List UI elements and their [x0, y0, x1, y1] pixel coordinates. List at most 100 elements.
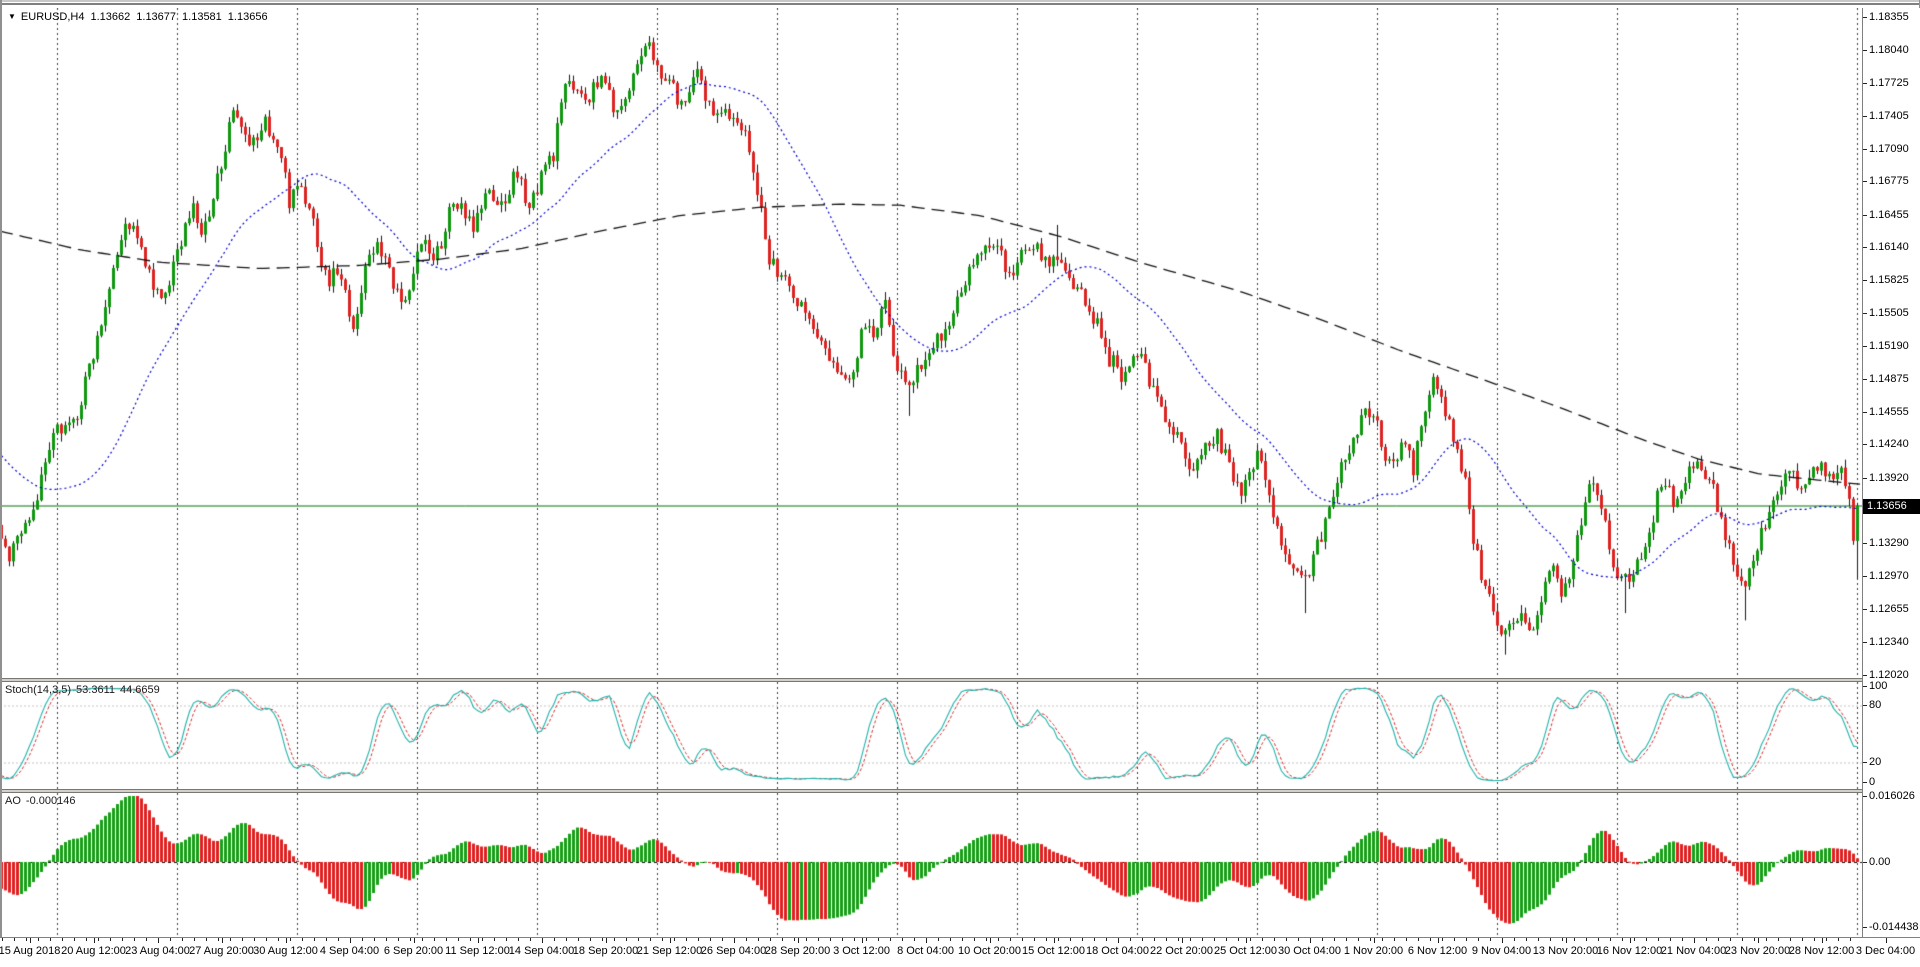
time-label-tick	[1309, 938, 1311, 943]
time-minor-tick	[1177, 938, 1179, 941]
time-minor-tick	[277, 938, 279, 941]
symbol-ohlc-label: ▼ EURUSD,H4 1.13662 1.13677 1.13581 1.13656	[8, 11, 268, 23]
time-axis-label: 8 Oct 04:00	[897, 945, 954, 957]
time-minor-tick	[1561, 938, 1563, 941]
time-minor-tick	[625, 938, 627, 941]
symbol-dropdown-icon[interactable]: ▼	[8, 12, 16, 21]
price-axis-label-tick	[1863, 115, 1867, 117]
time-minor-tick	[565, 938, 567, 941]
time-minor-tick	[433, 938, 435, 941]
price-axis[interactable]: 1.18355 1.18040 1.17725 1.17405 1.17090 1.167…	[1862, 8, 1920, 937]
ao-canvas[interactable]	[0, 793, 1862, 936]
time-minor-tick	[913, 938, 915, 941]
time-axis-label: 3 Dec 04:00	[1855, 945, 1916, 957]
time-axis[interactable]: 15 Aug 2018 20 Aug 12:00 23 Aug 04:00 27 Au…	[0, 937, 1920, 967]
time-axis-label: 16 Nov 12:00	[1596, 945, 1663, 957]
time-minor-tick	[769, 938, 771, 941]
time-minor-tick	[637, 938, 639, 941]
time-minor-tick	[1237, 938, 1239, 941]
price-axis-label: 1.12970	[1869, 570, 1909, 583]
time-minor-tick	[1849, 938, 1851, 941]
time-minor-tick	[1357, 938, 1359, 941]
time-label-tick	[157, 938, 159, 943]
price-axis-label-tick	[1863, 641, 1867, 643]
stoch-axis-label: 100	[1869, 680, 1888, 692]
price-axis-label-tick	[1863, 411, 1867, 413]
time-minor-tick	[337, 938, 339, 941]
time-axis-label: 9 Nov 04:00	[1471, 945, 1532, 957]
time-minor-tick	[1189, 938, 1191, 941]
main-chart-canvas[interactable]	[0, 8, 1862, 678]
panel-separator-main-stoch[interactable]	[0, 678, 1920, 682]
time-minor-tick	[1705, 938, 1707, 941]
time-label-tick	[989, 938, 991, 943]
stochastic-canvas[interactable]	[0, 682, 1862, 789]
time-axis-label: 15 Oct 12:00	[1022, 945, 1085, 957]
time-minor-tick	[241, 938, 243, 941]
price-axis-label: 1.17725	[1869, 76, 1909, 89]
time-minor-tick	[901, 938, 903, 941]
price-axis-label: 1.14555	[1869, 405, 1909, 418]
panel-separator-stoch-ao[interactable]	[0, 789, 1920, 793]
time-axis-label: 18 Sep 20:00	[572, 945, 639, 957]
time-label-tick	[29, 938, 31, 943]
time-minor-tick	[121, 938, 123, 941]
price-axis-label-tick	[1863, 214, 1867, 216]
time-minor-tick	[469, 938, 471, 941]
time-minor-tick	[1225, 938, 1227, 941]
price-axis-label: 1.13920	[1869, 471, 1909, 484]
time-minor-tick	[517, 938, 519, 941]
time-axis-label: 30 Aug 12:00	[253, 945, 318, 957]
time-axis-label: 27 Aug 20:00	[189, 945, 254, 957]
time-minor-tick	[685, 938, 687, 941]
time-minor-tick	[1585, 938, 1587, 941]
time-minor-tick	[1273, 938, 1275, 941]
time-minor-tick	[1549, 938, 1551, 941]
price-axis-label: 1.16140	[1869, 241, 1909, 254]
time-minor-tick	[493, 938, 495, 941]
time-minor-tick	[205, 938, 207, 941]
time-minor-tick	[1813, 938, 1815, 941]
time-minor-tick	[1141, 938, 1143, 941]
time-minor-tick	[181, 938, 183, 941]
time-minor-tick	[289, 938, 291, 941]
price-axis-label: 1.18355	[1869, 11, 1909, 24]
time-minor-tick	[1417, 938, 1419, 941]
time-minor-tick	[1765, 938, 1767, 941]
time-minor-tick	[1381, 938, 1383, 941]
time-minor-tick	[649, 938, 651, 941]
time-label-tick	[1117, 938, 1119, 943]
price-axis-label: 1.14875	[1869, 372, 1909, 385]
ao-axis-zero-label-tick	[1863, 861, 1867, 863]
time-minor-tick	[1513, 938, 1515, 941]
price-axis-label-tick	[1863, 50, 1867, 52]
price-axis-label: 1.12655	[1869, 603, 1909, 615]
time-axis-label: 3 Oct 12:00	[833, 945, 890, 957]
ohlc-low: 1.13581	[182, 11, 222, 23]
time-minor-tick	[805, 938, 807, 941]
time-minor-tick	[1729, 938, 1731, 941]
time-minor-tick	[49, 938, 51, 941]
time-axis-label: 30 Oct 04:00	[1278, 945, 1341, 957]
time-minor-tick	[1345, 938, 1347, 941]
time-minor-tick	[1801, 938, 1803, 941]
ao-axis-top-label-tick	[1863, 796, 1867, 798]
time-minor-tick	[601, 938, 603, 941]
time-axis-label: 26 Sep 04:00	[700, 945, 767, 957]
time-minor-tick	[1297, 938, 1299, 941]
price-axis-label-tick	[1863, 247, 1867, 249]
time-label-tick	[1245, 938, 1247, 943]
ohlc-open: 1.13662	[90, 11, 131, 23]
time-minor-tick	[1213, 938, 1215, 941]
price-axis-label-tick	[1863, 17, 1867, 19]
time-minor-tick	[457, 938, 459, 941]
time-minor-tick	[1573, 938, 1575, 941]
stoch-axis-label-tick	[1863, 686, 1867, 687]
time-label-tick	[1373, 938, 1375, 943]
time-label-tick	[861, 938, 863, 943]
time-label-tick	[1437, 938, 1439, 943]
stoch-axis-label-tick	[1863, 705, 1867, 707]
time-axis-label: 13 Nov 20:00	[1532, 945, 1599, 957]
time-minor-tick	[421, 938, 423, 941]
